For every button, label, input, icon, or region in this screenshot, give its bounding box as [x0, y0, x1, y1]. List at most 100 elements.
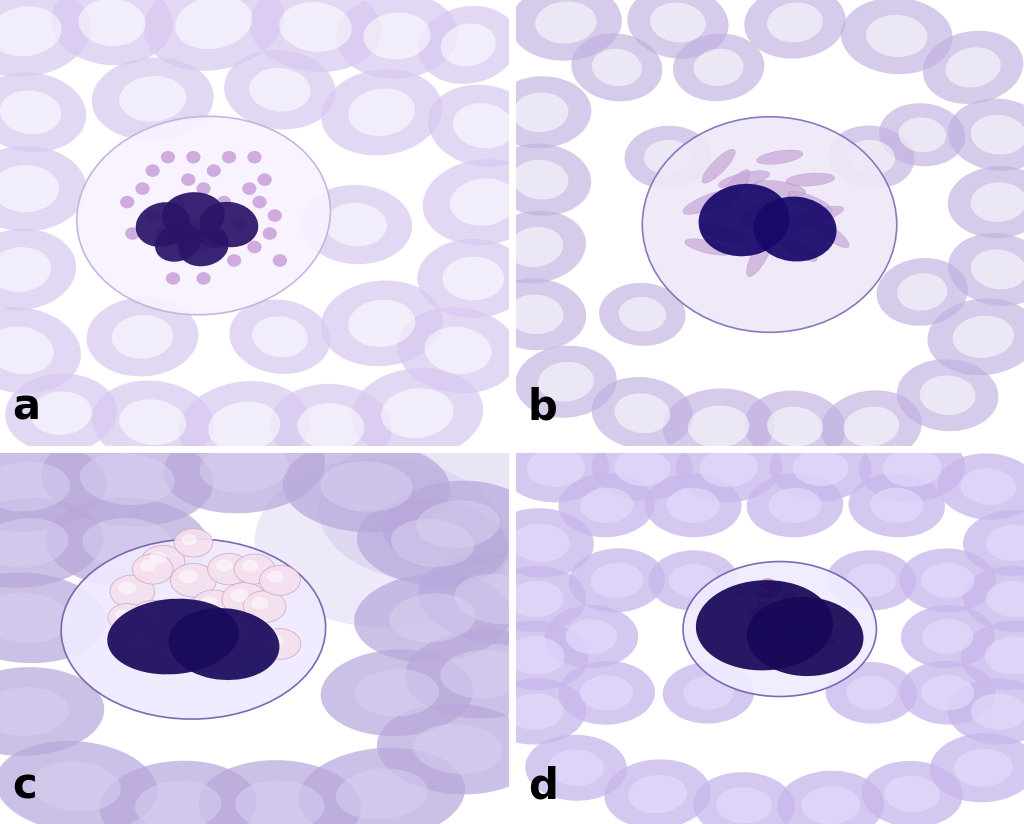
Ellipse shape: [0, 498, 103, 588]
Circle shape: [257, 173, 271, 186]
Circle shape: [792, 607, 808, 619]
Circle shape: [141, 545, 184, 578]
Ellipse shape: [716, 787, 772, 823]
Circle shape: [751, 624, 765, 634]
Ellipse shape: [971, 182, 1024, 222]
Ellipse shape: [897, 274, 947, 311]
Ellipse shape: [425, 326, 492, 374]
Ellipse shape: [625, 126, 711, 189]
Ellipse shape: [506, 636, 564, 674]
Ellipse shape: [767, 407, 823, 447]
Ellipse shape: [798, 206, 844, 225]
Circle shape: [804, 648, 814, 657]
Ellipse shape: [503, 433, 609, 503]
Ellipse shape: [79, 0, 145, 46]
Circle shape: [770, 648, 783, 658]
Ellipse shape: [418, 6, 518, 84]
Circle shape: [165, 645, 182, 658]
Circle shape: [770, 582, 783, 592]
Ellipse shape: [92, 381, 214, 464]
Ellipse shape: [336, 0, 458, 78]
Ellipse shape: [0, 442, 106, 531]
Circle shape: [802, 635, 813, 644]
Circle shape: [231, 627, 248, 639]
Ellipse shape: [685, 239, 732, 255]
Ellipse shape: [297, 403, 365, 450]
Ellipse shape: [673, 34, 764, 101]
Ellipse shape: [744, 391, 846, 463]
Ellipse shape: [526, 449, 585, 487]
Ellipse shape: [357, 499, 508, 587]
Ellipse shape: [948, 99, 1024, 171]
Circle shape: [170, 564, 216, 597]
Circle shape: [777, 621, 788, 630]
Ellipse shape: [928, 298, 1024, 375]
Ellipse shape: [508, 693, 563, 730]
Ellipse shape: [866, 15, 928, 57]
Ellipse shape: [841, 0, 952, 74]
Ellipse shape: [482, 620, 589, 690]
Ellipse shape: [650, 2, 706, 42]
Ellipse shape: [757, 150, 803, 164]
Ellipse shape: [645, 474, 741, 537]
Ellipse shape: [739, 196, 779, 227]
Ellipse shape: [175, 0, 252, 49]
Circle shape: [774, 619, 786, 628]
Ellipse shape: [0, 165, 59, 212]
Ellipse shape: [418, 553, 580, 645]
Ellipse shape: [199, 760, 361, 824]
Ellipse shape: [0, 461, 71, 512]
Ellipse shape: [92, 58, 214, 140]
Ellipse shape: [847, 564, 896, 597]
Ellipse shape: [648, 550, 738, 611]
Ellipse shape: [0, 687, 69, 736]
Ellipse shape: [283, 441, 451, 532]
Ellipse shape: [773, 232, 817, 261]
Ellipse shape: [0, 146, 86, 232]
Ellipse shape: [963, 566, 1024, 632]
Circle shape: [746, 633, 755, 639]
Ellipse shape: [0, 73, 86, 152]
Ellipse shape: [440, 649, 526, 699]
Ellipse shape: [0, 518, 69, 568]
Circle shape: [166, 272, 180, 285]
Ellipse shape: [812, 219, 849, 248]
Ellipse shape: [614, 450, 671, 486]
Circle shape: [116, 609, 131, 620]
Circle shape: [737, 591, 745, 597]
Circle shape: [752, 606, 767, 618]
Circle shape: [770, 623, 780, 630]
Ellipse shape: [785, 173, 835, 186]
Ellipse shape: [538, 362, 594, 401]
Ellipse shape: [280, 2, 352, 52]
Circle shape: [762, 616, 772, 624]
Ellipse shape: [508, 294, 563, 335]
Circle shape: [132, 554, 173, 584]
Ellipse shape: [300, 185, 412, 265]
Ellipse shape: [699, 223, 748, 243]
Ellipse shape: [599, 283, 685, 346]
Ellipse shape: [828, 125, 914, 189]
Ellipse shape: [971, 693, 1024, 730]
Circle shape: [232, 218, 247, 231]
Circle shape: [234, 554, 274, 584]
Circle shape: [135, 182, 150, 195]
Ellipse shape: [453, 103, 514, 148]
Ellipse shape: [581, 488, 633, 523]
Ellipse shape: [224, 50, 336, 129]
Circle shape: [251, 597, 268, 610]
Ellipse shape: [642, 117, 897, 332]
Circle shape: [145, 209, 160, 222]
Ellipse shape: [508, 581, 563, 617]
Circle shape: [760, 578, 775, 589]
Circle shape: [810, 639, 824, 650]
Circle shape: [174, 528, 213, 557]
Ellipse shape: [699, 449, 758, 487]
Ellipse shape: [669, 564, 718, 597]
Circle shape: [267, 634, 284, 647]
Ellipse shape: [897, 359, 998, 431]
Ellipse shape: [571, 33, 663, 101]
Circle shape: [200, 597, 218, 610]
Ellipse shape: [348, 88, 415, 136]
Circle shape: [764, 581, 775, 590]
